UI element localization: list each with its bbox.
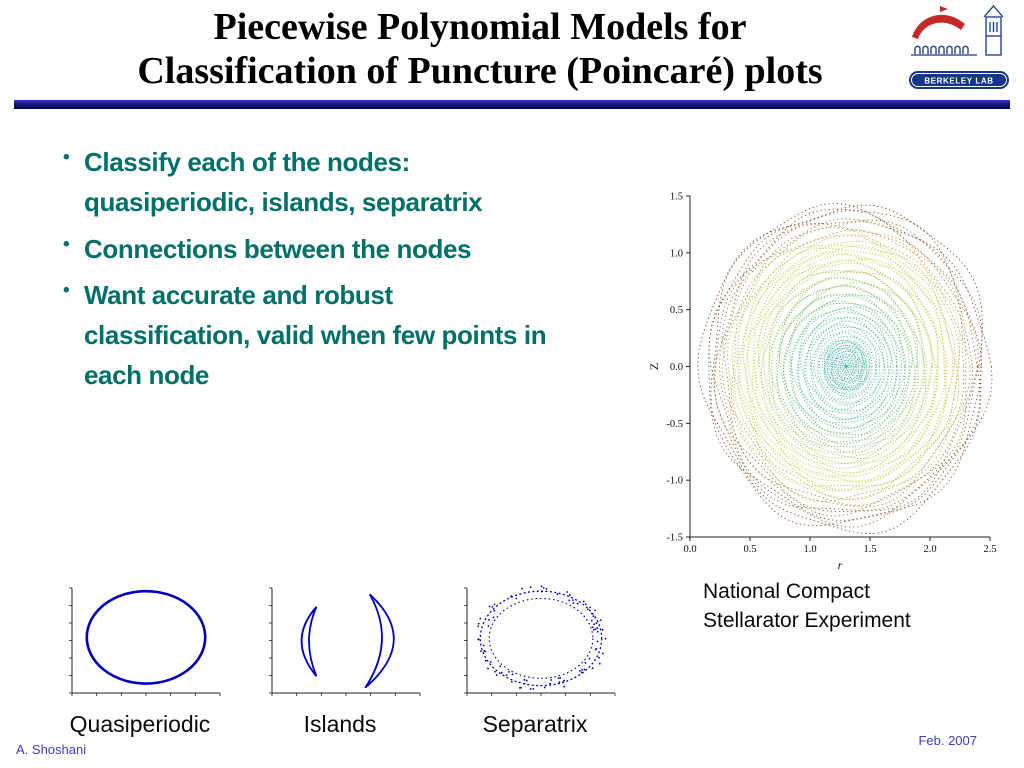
svg-text:1.0: 1.0	[803, 544, 816, 555]
bullet-item: • Classify each of the nodes: quasiperiodi…	[60, 142, 630, 223]
quasiperiodic-plot	[55, 583, 225, 706]
islands-node-svg	[269, 587, 421, 696]
logo-flag-icon	[940, 6, 948, 15]
svg-text:0.0: 0.0	[683, 544, 696, 555]
bullet-item: • Want accurate and robust classification,…	[60, 275, 630, 396]
svg-text:1.5: 1.5	[863, 544, 876, 555]
svg-text:-1.5: -1.5	[666, 533, 683, 544]
poincare-plot-svg: 0.0 0.5 1.0 1.5 2.0 2.5 1.5 1.0 0.5 0.0 -0.5 -1.0 -1…	[647, 192, 997, 573]
bullet-marker-icon: •	[63, 147, 70, 168]
quasiperiodic-node-svg	[69, 587, 221, 696]
bullet-text: Classify each of the nodes: quasiperiodic…	[84, 147, 483, 218]
separatrix-label: Separatrix	[482, 711, 588, 737]
berkeley-lab-logo-art: BERKELEY LAB	[909, 5, 1009, 89]
title-divider	[14, 100, 1010, 109]
poincare-plot: 0.0 0.5 1.0 1.5 2.0 2.5 1.5 1.0 0.5 0.0 -0.5 -1.0 -1…	[646, 182, 1002, 577]
bullet-marker-icon: •	[63, 279, 70, 301]
svg-text:0.0: 0.0	[670, 362, 683, 373]
svg-text:1.0: 1.0	[670, 248, 683, 259]
slide-title: Piecewise Polynomial Models for Classifi…	[25, 5, 935, 93]
bullet-text: Connections between the nodes	[84, 233, 472, 264]
separatrix-node-svg	[464, 585, 616, 696]
logo-dome-icon	[912, 14, 965, 39]
caption-line-1: National Compact	[703, 580, 870, 603]
logo-banner-text: BERKELEY LAB	[924, 77, 993, 86]
separatrix-plot	[450, 583, 620, 706]
quasiperiodic-label: Quasiperiodic	[69, 711, 211, 737]
author-credit: A. Shoshani	[16, 742, 87, 757]
svg-text:r: r	[838, 558, 843, 572]
svg-text:2.5: 2.5	[983, 544, 996, 555]
logo-banner-border	[911, 73, 1007, 87]
svg-text:1.5: 1.5	[670, 192, 683, 203]
svg-text:Z: Z	[647, 363, 661, 370]
title-line-1: Piecewise Polynomial Models for	[213, 6, 747, 48]
svg-text:0.5: 0.5	[670, 305, 683, 316]
bullet-item: • Connections between the nodes	[60, 229, 630, 269]
bullet-marker-icon: •	[63, 233, 70, 255]
title-line-2: Classification of Puncture (Poincaré) pl…	[137, 50, 823, 93]
svg-text:2.0: 2.0	[923, 544, 936, 555]
plot-caption: National Compact Stellarator Experiment	[703, 578, 911, 636]
bullet-list: • Classify each of the nodes: quasiperiodi…	[60, 142, 630, 402]
logo-banner	[909, 71, 1009, 89]
bullet-text: Want accurate and robust classification, …	[84, 279, 547, 391]
logo-buildings-icon	[911, 5, 1004, 56]
berkeley-lab-logo: BERKELEY LAB	[907, 5, 1011, 97]
islands-label: Islands	[303, 711, 377, 737]
svg-text:-1.0: -1.0	[666, 476, 683, 487]
caption-line-2: Stellarator Experiment	[703, 608, 911, 632]
islands-plot	[255, 583, 425, 706]
svg-text:0.5: 0.5	[743, 544, 756, 555]
svg-text:-0.5: -0.5	[666, 419, 683, 430]
date-label: Feb. 2007	[918, 733, 977, 748]
